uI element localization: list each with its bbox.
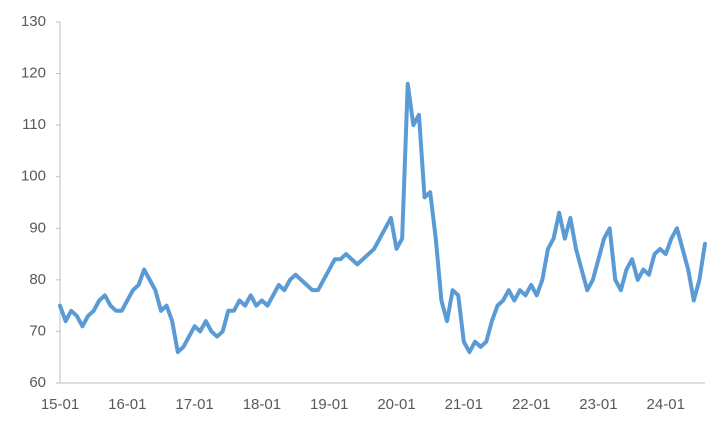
x-tick-label: 24-01 (647, 396, 685, 413)
y-tick-label: 80 (29, 271, 46, 288)
x-tick-label: 22-01 (512, 396, 550, 413)
x-tick-label: 18-01 (243, 396, 281, 413)
line-series (58, 81, 707, 355)
y-tick-label: 70 (29, 322, 46, 339)
y-tick-label: 130 (21, 13, 46, 30)
x-tick-label: 19-01 (310, 396, 348, 413)
y-tick-label: 60 (29, 374, 46, 391)
x-tick-label: 21-01 (445, 396, 483, 413)
y-tick-label: 100 (21, 168, 46, 185)
x-tick-label: 15-01 (41, 396, 79, 413)
x-tick-label: 17-01 (175, 396, 213, 413)
x-tick-label: 20-01 (377, 396, 415, 413)
y-tick-label: 90 (29, 219, 46, 236)
y-tick-label: 110 (22, 116, 46, 133)
x-tick-label: 23-01 (579, 396, 617, 413)
x-tick-label: 16-01 (108, 396, 146, 413)
y-tick-label: 120 (21, 65, 46, 82)
